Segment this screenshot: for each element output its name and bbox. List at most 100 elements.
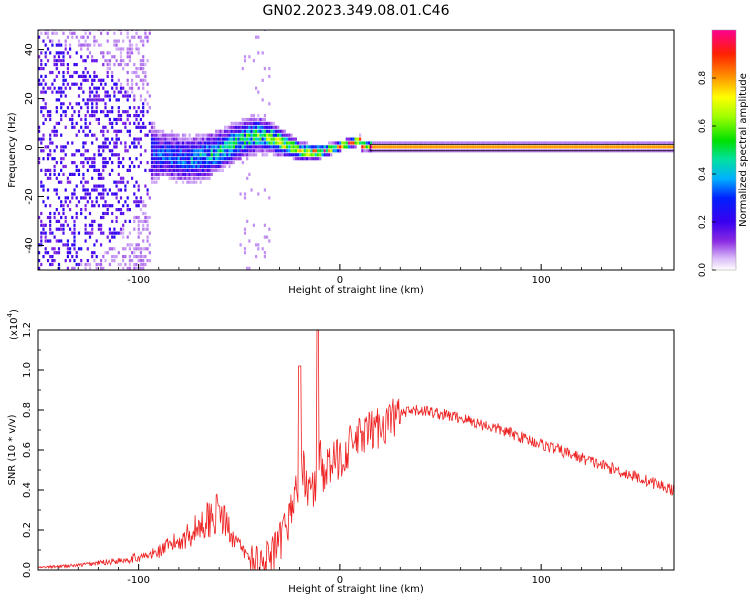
spectrogram-cell — [80, 208, 83, 212]
spectrogram-cell — [119, 176, 123, 180]
spectrogram-cell — [113, 255, 116, 259]
spectrogram-cell — [66, 82, 69, 86]
spectrogram-cell — [135, 43, 138, 47]
spectrogram-cell — [84, 30, 87, 31]
spectrogram-cell — [212, 137, 216, 141]
spectrogram-cell — [173, 161, 176, 165]
spectrogram-cell — [84, 157, 87, 161]
spectrogram-cell — [478, 145, 481, 149]
spectrogram-cell — [252, 141, 255, 145]
spectrogram-cell — [146, 223, 149, 227]
spectrogram-cell — [190, 157, 193, 161]
spectrogram-cell — [57, 266, 61, 270]
spectrogram-cell — [153, 141, 156, 145]
spectrogram-cell — [128, 145, 131, 149]
spectrogram-cell — [95, 196, 98, 200]
spectrogram-cell — [162, 172, 165, 176]
spectrogram-cell — [266, 153, 269, 157]
spectrogram-cell — [290, 141, 293, 145]
spectrogram-cell — [93, 35, 96, 39]
spectrogram-cell — [106, 204, 109, 208]
spectrogram-cell — [93, 98, 96, 102]
spectrogram-cell — [133, 63, 136, 67]
spectrogram-cell — [204, 164, 207, 169]
spectrogram-cell — [144, 31, 147, 35]
spectrogram-cell — [175, 157, 178, 161]
spectrogram-cell — [64, 39, 67, 43]
colorbar-tick-label: 0.8 — [698, 71, 708, 86]
spectrogram-cell — [259, 141, 262, 145]
spectrogram-cell — [117, 98, 120, 102]
spectrogram-cell — [115, 133, 118, 137]
spectrogram-cell — [168, 164, 171, 169]
spectrogram-cell — [93, 110, 96, 114]
spectrogram-cell — [230, 137, 233, 141]
spectrogram-cell — [91, 106, 94, 110]
spectrogram-cell — [345, 137, 348, 141]
spectrogram-cell — [345, 145, 348, 149]
spectrogram-cell — [95, 102, 98, 106]
spectrogram-cell — [113, 90, 116, 94]
spectrogram-cell — [272, 129, 275, 133]
spectrogram-cell — [66, 141, 69, 145]
spectrogram-cell — [392, 145, 395, 149]
spectrogram-cell — [669, 145, 672, 149]
spectrogram-cell — [62, 78, 65, 82]
spectrogram-cell — [252, 137, 255, 141]
spectrogram-cell — [257, 125, 260, 129]
spectrogram-cell — [71, 196, 74, 200]
spectrogram-cell — [42, 90, 45, 94]
spectrogram-cell — [124, 63, 127, 67]
spectrogram-cell — [458, 141, 461, 145]
spectrogram-cell — [230, 129, 233, 133]
spectrogram-cell — [128, 231, 131, 235]
spectrogram-cell — [119, 262, 123, 267]
spectrogram-cell — [131, 251, 134, 255]
spectrogram-cell — [102, 231, 105, 235]
spectrogram-cell — [487, 145, 490, 149]
spectrogram-cell — [241, 125, 244, 129]
spectrogram-cell — [164, 137, 167, 141]
spectrogram-cell — [201, 176, 204, 180]
spectrogram-cell — [119, 129, 123, 133]
spectrogram-cell — [587, 141, 590, 145]
spectrogram-cells — [38, 30, 674, 270]
spectrogram-cell — [642, 141, 645, 145]
spectrogram-cell — [655, 145, 658, 149]
spectrogram-cell — [49, 133, 52, 137]
spectrogram-cell — [42, 255, 45, 259]
spectrogram-cell — [40, 67, 43, 71]
spectrogram-cell — [195, 176, 198, 180]
spectrogram-cell — [97, 262, 100, 267]
spectrogram-cell — [115, 121, 118, 125]
spectrogram-cell — [82, 30, 85, 31]
spectrogram-cell — [84, 117, 87, 122]
spectrogram-cell — [206, 137, 209, 141]
spectrogram-cell — [372, 141, 375, 145]
spectrogram-cell — [325, 149, 328, 153]
spectrogram-cell — [126, 70, 129, 75]
spectrogram-cell — [95, 255, 98, 259]
spectrogram-xtick-label: 100 — [532, 275, 551, 286]
spectrogram-cell — [126, 208, 129, 212]
spectrogram-cell — [208, 149, 211, 153]
spectrogram-cell — [467, 141, 470, 145]
spectrogram-cell — [237, 145, 240, 149]
spectrogram-cell — [261, 78, 264, 82]
spectrogram-cell — [257, 137, 260, 141]
spectrogram-cell — [168, 172, 171, 176]
spectrogram-cell — [660, 141, 663, 145]
spectrogram-cell — [613, 145, 616, 149]
spectrogram-cell — [137, 243, 140, 247]
spectrogram-cell — [576, 145, 579, 149]
spectrogram-cell — [53, 172, 56, 176]
spectrogram-cell — [277, 137, 280, 141]
colorbar: 0.00.20.40.60.8 Normalized spectral ampl… — [698, 29, 749, 277]
spectrogram-cell — [246, 141, 249, 145]
spectrogram-cell — [104, 137, 107, 141]
spectrogram-cell — [137, 74, 140, 78]
snr-ytick-label: 0.0 — [22, 562, 33, 578]
spectrogram-cell — [122, 247, 125, 251]
spectrogram-cell — [671, 145, 674, 149]
spectrogram-cell — [162, 141, 165, 145]
